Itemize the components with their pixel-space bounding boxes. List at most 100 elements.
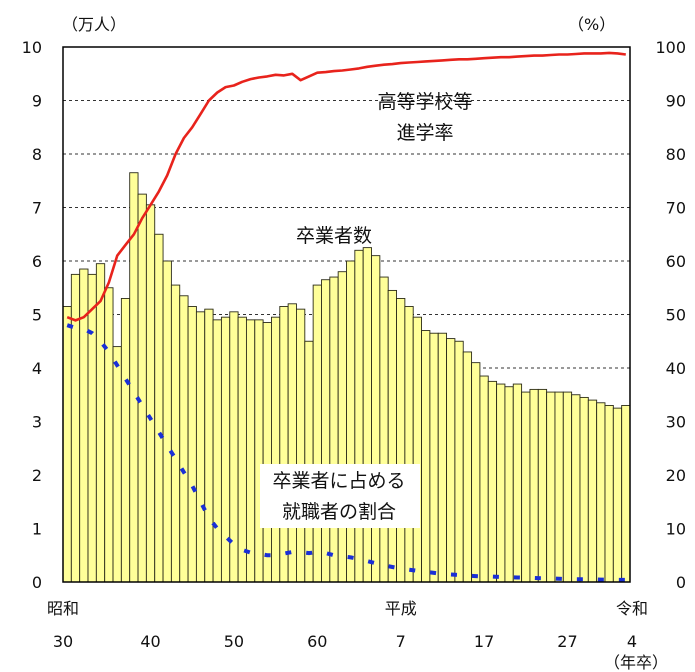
- left-tick-label: 9: [32, 92, 42, 111]
- annotation-line: 就職者の割合: [282, 501, 396, 523]
- x-tick-label: 60: [307, 632, 327, 651]
- bar: [62, 306, 72, 583]
- left-tick-label: 6: [32, 252, 42, 271]
- bar: [421, 330, 431, 583]
- bar: [87, 273, 97, 583]
- bar: [396, 298, 406, 583]
- bar: [195, 311, 206, 583]
- bar: [329, 276, 339, 583]
- bar: [371, 255, 381, 583]
- bar: [254, 319, 264, 583]
- bar: [179, 295, 189, 583]
- x-tick-label: 50: [224, 632, 244, 651]
- bar: [412, 316, 422, 583]
- line-employment-share: [66, 323, 626, 582]
- left-tick-label: 1: [32, 520, 42, 539]
- x-axis-unit: （年卒）: [604, 653, 668, 672]
- right-tick-label: 70: [666, 199, 686, 218]
- bar: [479, 375, 489, 583]
- right-tick-label: 20: [666, 466, 686, 485]
- bar: [304, 340, 314, 583]
- bar: [204, 308, 214, 583]
- left-tick-label: 7: [32, 199, 42, 218]
- left-tick-label: 8: [32, 145, 42, 164]
- bar: [271, 316, 281, 583]
- bar: [321, 279, 331, 583]
- right-tick-label: 30: [666, 413, 686, 432]
- bar: [245, 319, 256, 583]
- bar: [529, 388, 539, 583]
- bar: [104, 287, 114, 583]
- era-label: 令和: [616, 599, 648, 618]
- left-tick-label: 5: [32, 306, 42, 325]
- plot-frame: [62, 46, 631, 583]
- annotation-graduates: 卒業者数: [296, 225, 372, 247]
- bar: [154, 233, 164, 583]
- left-axis-ticks: 0 1 2 3 4 5 6 7 8 9 10: [22, 38, 42, 592]
- bar: [471, 362, 481, 583]
- annotation-box: [260, 464, 420, 528]
- bar: [554, 391, 564, 583]
- right-tick-label: 50: [666, 306, 686, 325]
- bar: [362, 247, 372, 583]
- bar: [337, 271, 347, 583]
- bar: [454, 340, 464, 583]
- bar: [137, 193, 147, 583]
- bar: [604, 405, 614, 583]
- annotation-line: 進学率: [396, 122, 453, 144]
- right-tick-label: 80: [666, 145, 686, 164]
- bar: [404, 306, 414, 583]
- bar: [437, 332, 448, 583]
- bar: [120, 298, 131, 583]
- bar: [112, 346, 122, 583]
- bar: [579, 396, 589, 583]
- annotation-employment-share: 卒業者に占める 就職者の割合: [260, 464, 420, 528]
- bar: [212, 319, 222, 583]
- bar: [262, 322, 272, 583]
- line-enrollment-rate: [66, 51, 626, 322]
- bar: [596, 402, 606, 583]
- bar: [220, 316, 231, 583]
- bar: [312, 284, 322, 583]
- bar: [429, 332, 439, 583]
- left-tick-label: 4: [32, 359, 42, 378]
- annotation-line: 高等学校等: [377, 91, 472, 113]
- bar: [387, 289, 397, 583]
- bar: [504, 386, 514, 583]
- bar: [546, 391, 556, 583]
- bar: [279, 306, 289, 583]
- bar: [95, 263, 106, 583]
- left-tick-label: 0: [32, 573, 42, 592]
- bar: [162, 260, 172, 583]
- bar: [496, 383, 506, 583]
- right-tick-label: 10: [666, 520, 686, 539]
- annotation-line: 卒業者に占める: [272, 470, 405, 492]
- bar: [237, 316, 247, 583]
- bar: [287, 303, 297, 583]
- bar: [296, 308, 306, 583]
- right-tick-label: 40: [666, 359, 686, 378]
- era-label: 昭和: [47, 599, 79, 618]
- x-tick-label: 17: [474, 632, 494, 651]
- bar: [537, 388, 548, 583]
- right-tick-label: 0: [676, 573, 686, 592]
- bar: [379, 276, 389, 583]
- annotation-enrollment-rate: 高等学校等 進学率: [377, 91, 472, 144]
- x-tick-label: 27: [557, 632, 577, 651]
- bar: [346, 260, 356, 583]
- left-axis-unit: （万人）: [62, 15, 126, 34]
- left-tick-label: 2: [32, 466, 42, 485]
- x-axis-ticks: 昭和 30 40 50 60 平成 7 17 27 令和 4: [47, 599, 648, 651]
- x-tick-label: 40: [140, 632, 160, 651]
- bar: [621, 405, 631, 583]
- right-tick-label: 60: [666, 252, 686, 271]
- bar: [571, 394, 581, 583]
- x-tick-label: 4: [627, 632, 637, 651]
- bar: [170, 284, 181, 583]
- bar: [354, 249, 364, 583]
- x-tick-label: 7: [396, 632, 406, 651]
- left-tick-label: 10: [22, 38, 42, 57]
- bar: [446, 338, 456, 583]
- right-axis-ticks: 0 10 20 30 40 50 60 70 80 90 100: [655, 38, 686, 592]
